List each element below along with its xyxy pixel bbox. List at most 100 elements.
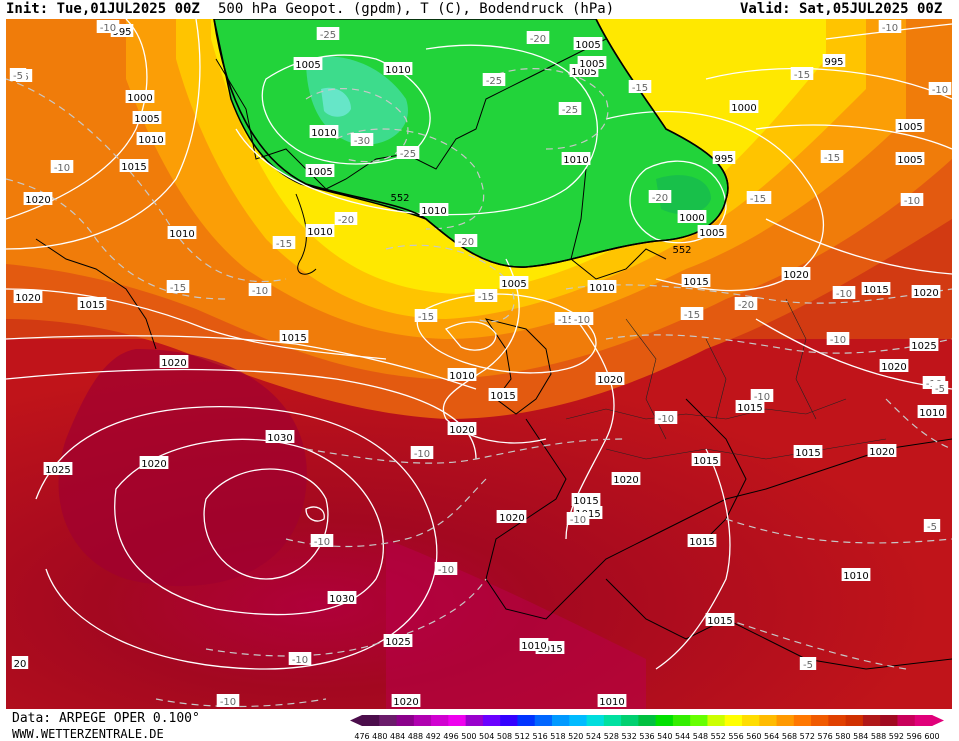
pressure-label: 1020 [781, 267, 811, 281]
pressure-label-box [293, 57, 323, 70]
pressure-label: 1020 [159, 355, 189, 369]
pressure-label-text: 1020 [449, 425, 474, 436]
pressure-label-text: 1015 [707, 616, 732, 627]
temperature-label: -15 [746, 191, 770, 205]
pressure-label: 1005 [577, 56, 607, 70]
temperature-label-box [648, 190, 672, 203]
pressure-label: 1005 [697, 225, 727, 239]
pressure-label-box [691, 453, 721, 466]
colorbar-tick-label: 528 [604, 732, 619, 741]
pressure-label-box [895, 119, 925, 132]
colorbar-swatch [759, 715, 778, 726]
temperature-label-text: -10 [836, 289, 852, 300]
pressure-label: 1015 [691, 453, 721, 467]
temperature-label: -15 [414, 309, 438, 323]
temperature-label-text: -10 [882, 23, 898, 34]
temperature-label: -25 [396, 146, 420, 160]
pressure-label: 1005 [132, 111, 162, 125]
pressure-label: 1020 [13, 290, 43, 304]
temperature-label: -15 [474, 289, 498, 303]
colorbar-swatch [845, 715, 864, 726]
temperature-label-box [482, 73, 506, 86]
pressure-label: 1015 [119, 159, 149, 173]
pressure-label-box [909, 338, 939, 351]
pressure-label-text: 1020 [913, 288, 938, 299]
pressure-label: 1015 [861, 282, 891, 296]
pressure-label-text: 1005 [571, 67, 596, 78]
colorbar-swatch [862, 715, 881, 726]
temperature-label-text: -25 [562, 105, 578, 116]
temperature-label-text: -15 [750, 194, 766, 205]
pressure-label: 1005 [293, 57, 323, 71]
colorbar-swatch [914, 715, 933, 726]
pressure-label-text: 1010 [843, 571, 868, 582]
temperature-label-text: -15 [170, 283, 186, 294]
colorbar-swatch [586, 715, 605, 726]
temperature-label-box [680, 307, 704, 320]
pressure-label-box [681, 274, 711, 287]
temperature-label-text: -20 [738, 300, 754, 311]
temperature-label-box [334, 212, 358, 225]
colorbar-right-arrow [932, 715, 944, 726]
pressure-label-box [391, 694, 421, 707]
temperature-label-text: -10 [570, 515, 586, 526]
temperature-label-box [216, 694, 240, 707]
pressure-label-box [136, 132, 166, 145]
temperature-label-box [900, 193, 924, 206]
temperature-label: -10 [434, 562, 458, 576]
pressure-label: 1020 [867, 444, 897, 458]
temperature-label: -15 [790, 67, 814, 81]
temperature-label: -10 [50, 160, 74, 174]
temperature-label: -10 [310, 534, 334, 548]
temperature-label-text: -15 [824, 153, 840, 164]
pressure-label-box [867, 444, 897, 457]
field-background [6, 19, 952, 709]
pressure-label: 1015 [705, 613, 735, 627]
temperature-label: -25 [558, 102, 582, 116]
pressure-label-box [383, 634, 413, 647]
pressure-label: 1020 [611, 472, 641, 486]
temperature-label: -10 [832, 286, 856, 300]
pressure-label: 1010 [841, 568, 871, 582]
temperature-label-box [923, 519, 941, 532]
pressure-label: 1010 [136, 132, 166, 146]
pressure-label-text: 1005 [134, 114, 159, 125]
colorbar-tick-label: 560 [746, 732, 761, 741]
pressure-label-text: 1015 [863, 285, 888, 296]
temperature-label-box [570, 312, 594, 325]
pressure-label-text: 1000 [127, 93, 152, 104]
pressure-label-box [309, 125, 339, 138]
header-bar: Init: Tue,01JUL2025 00Z 500 hPa Geopot. … [0, 0, 959, 19]
pressure-label: 1015 [793, 445, 823, 459]
pressure-label-box [132, 111, 162, 124]
colorbar-swatch [655, 715, 674, 726]
temperature-label-box [628, 80, 652, 93]
pressure-label-text: 20 [14, 659, 27, 670]
temperature-label-text: -5 [13, 71, 23, 82]
temperature-label: -10 [654, 411, 678, 425]
colorbar-tick-label: 536 [639, 732, 654, 741]
temperature-label-text: -20 [652, 193, 668, 204]
height-label: 552 [390, 193, 409, 204]
pressure-label-box [499, 276, 529, 289]
pressure-label: 1010 [561, 152, 591, 166]
temperature-label: -5 [931, 381, 949, 395]
pressure-label-box [11, 656, 29, 669]
pressure-label-box [305, 224, 335, 237]
pressure-label-text: 1010 [421, 206, 446, 217]
pressure-label-box [265, 430, 295, 443]
temperature-label: -25 [316, 27, 340, 41]
temperature-label-text: -20 [458, 237, 474, 248]
colorbar-tick-label: 500 [461, 732, 476, 741]
pressure-label-box [571, 493, 601, 506]
pressure-label-text: 1015 [689, 537, 714, 548]
website-link[interactable]: WWW.WETTERZENTRALE.DE [12, 727, 164, 741]
pressure-label: 1015 [279, 330, 309, 344]
pressure-label-box [77, 297, 107, 310]
pressure-label: 1025 [43, 462, 73, 476]
temperature-label: -20 [334, 212, 358, 226]
colorbar-tick-label: 516 [532, 732, 547, 741]
pressure-label-text: 1010 [919, 408, 944, 419]
pressure-label: 1010 [447, 368, 477, 382]
temperature-label-box [820, 150, 844, 163]
